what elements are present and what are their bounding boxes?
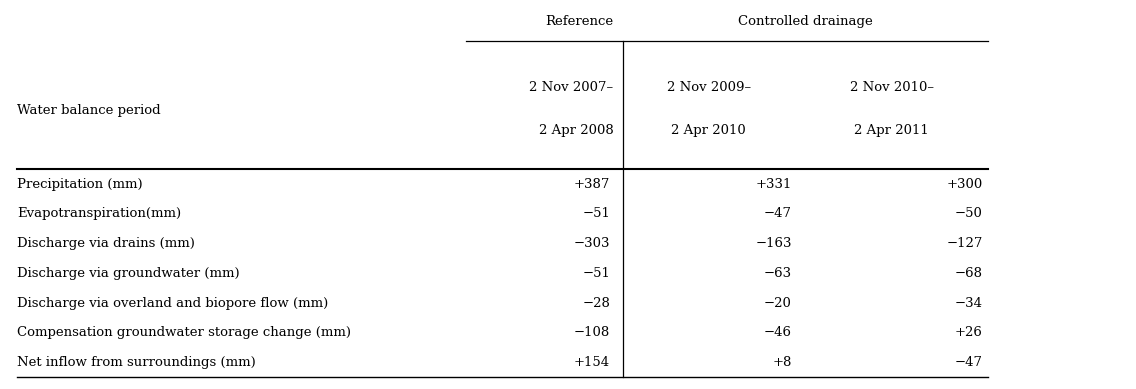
Text: −20: −20 bbox=[763, 296, 792, 310]
Text: +331: +331 bbox=[755, 178, 792, 191]
Text: Discharge via groundwater (mm): Discharge via groundwater (mm) bbox=[17, 267, 240, 280]
Text: 2 Nov 2010–: 2 Nov 2010– bbox=[850, 81, 934, 94]
Text: Evapotranspiration(mm): Evapotranspiration(mm) bbox=[17, 207, 181, 220]
Text: −50: −50 bbox=[954, 207, 983, 220]
Text: 2 Nov 2007–: 2 Nov 2007– bbox=[529, 81, 613, 94]
Text: Compensation groundwater storage change (mm): Compensation groundwater storage change … bbox=[17, 326, 351, 339]
Text: −34: −34 bbox=[954, 296, 983, 310]
Text: −68: −68 bbox=[954, 267, 983, 280]
Text: −28: −28 bbox=[582, 296, 610, 310]
Text: −51: −51 bbox=[582, 267, 610, 280]
Text: −47: −47 bbox=[954, 356, 983, 369]
Text: Discharge via drains (mm): Discharge via drains (mm) bbox=[17, 237, 195, 250]
Text: Controlled drainage: Controlled drainage bbox=[738, 15, 872, 28]
Text: −63: −63 bbox=[763, 267, 792, 280]
Text: Precipitation (mm): Precipitation (mm) bbox=[17, 178, 143, 191]
Text: +300: +300 bbox=[946, 178, 983, 191]
Text: 2 Nov 2009–: 2 Nov 2009– bbox=[667, 81, 751, 94]
Text: −108: −108 bbox=[574, 326, 610, 339]
Text: +26: +26 bbox=[954, 326, 983, 339]
Text: Discharge via overland and biopore flow (mm): Discharge via overland and biopore flow … bbox=[17, 296, 328, 310]
Text: Reference: Reference bbox=[545, 15, 613, 28]
Text: −51: −51 bbox=[582, 207, 610, 220]
Text: +387: +387 bbox=[574, 178, 610, 191]
Text: −46: −46 bbox=[763, 326, 792, 339]
Text: +8: +8 bbox=[772, 356, 792, 369]
Text: 2 Apr 2008: 2 Apr 2008 bbox=[538, 124, 613, 137]
Text: −127: −127 bbox=[946, 237, 983, 250]
Text: −163: −163 bbox=[755, 237, 792, 250]
Text: Water balance period: Water balance period bbox=[17, 104, 160, 117]
Text: −303: −303 bbox=[574, 237, 610, 250]
Text: Net inflow from surroundings (mm): Net inflow from surroundings (mm) bbox=[17, 356, 256, 369]
Text: 2 Apr 2011: 2 Apr 2011 bbox=[854, 124, 929, 137]
Text: −47: −47 bbox=[763, 207, 792, 220]
Text: 2 Apr 2010: 2 Apr 2010 bbox=[671, 124, 746, 137]
Text: +154: +154 bbox=[574, 356, 610, 369]
